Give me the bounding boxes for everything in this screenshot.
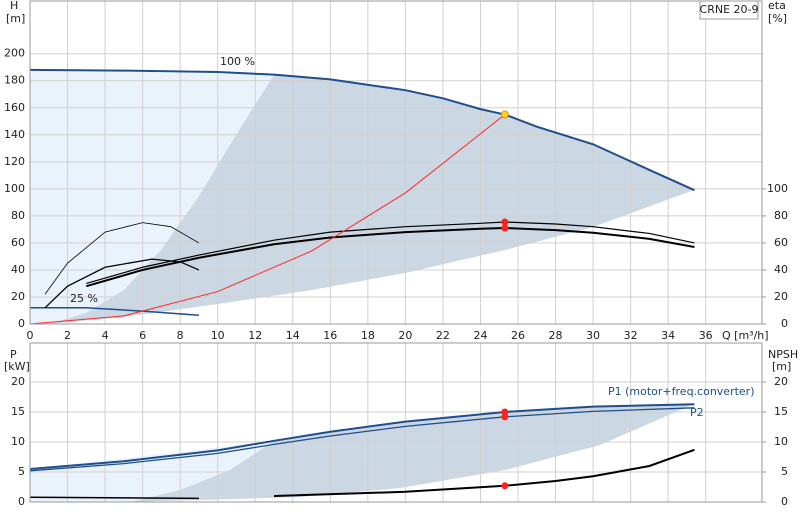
y2-axis-label: eta [768,0,786,12]
y-tick-label: 20 [11,375,25,388]
x-tick-label: 28 [549,329,563,342]
x-tick-label: 8 [177,329,184,342]
x-tick-label: 20 [398,329,412,342]
y-axis-label: P [10,348,17,361]
duty-point [501,408,509,416]
duty-point [501,224,509,232]
x-tick-label: 18 [361,329,375,342]
y-tick-label: 10 [11,435,25,448]
y-tick-label: 0 [18,495,25,508]
y2-tick-label: 15 [774,405,788,418]
duty-point [501,482,509,490]
y2-tick-label: 60 [774,236,788,249]
y-tick-label: 15 [11,405,25,418]
y2-tick-label: 10 [774,435,788,448]
duty-point [501,218,509,226]
x-tick-label: 6 [139,329,146,342]
y-axis-label: H [10,0,18,12]
y-tick-label: 5 [18,465,25,478]
y2-axis-unit: [m] [772,360,791,373]
y2-tick-label: 20 [774,375,788,388]
curve [273,448,695,497]
curve [29,68,695,192]
y2-tick-label: 5 [781,465,788,478]
x-tick-label: 24 [473,329,487,342]
y-axis-unit: [m] [6,12,25,25]
x-tick-label: 34 [661,329,675,342]
annotation: 25 % [70,292,98,305]
x-tick-label: 32 [624,329,638,342]
y2-axis-label: NPSH [768,348,798,361]
y2-tick-label: 40 [774,263,788,276]
y-tick-label: 0 [18,317,25,330]
y-tick-label: 140 [4,128,25,141]
curve [29,114,506,325]
marks-layer [29,68,695,500]
curve-label: P2 [690,406,704,419]
y-tick-label: 200 [4,47,25,60]
y-tick-label: 100 [4,182,25,195]
x-tick-label: 0 [27,329,34,342]
x-tick-label: 10 [211,329,225,342]
chart-title: CRNE 20-9 [700,3,759,16]
x-tick-label: 26 [511,329,525,342]
x-tick-label: 4 [102,329,109,342]
x-tick-label: 36 [699,329,713,342]
curve [44,258,200,309]
x-tick-label: 2 [64,329,71,342]
duty-point [500,110,509,119]
curve [86,221,695,285]
y-tick-label: 180 [4,74,25,87]
y2-tick-label: 80 [774,209,788,222]
duty-point [501,413,509,421]
y-tick-label: 20 [11,290,25,303]
curve [29,496,199,500]
y2-tick-label: 0 [781,317,788,330]
y2-tick-label: 100 [767,182,788,195]
curve [44,222,200,295]
plot-frame [29,0,763,325]
y-tick-label: 120 [4,155,25,168]
x-axis-label: Q [m³/h] [722,329,769,342]
x-tick-label: 22 [436,329,450,342]
x-tick-label: 14 [286,329,300,342]
curve [86,227,695,288]
y-tick-label: 40 [11,263,25,276]
y-tick-label: 160 [4,101,25,114]
curve [29,407,695,472]
range-shade-light [30,70,274,324]
y-tick-label: 60 [11,236,25,249]
x-tick-label: 30 [586,329,600,342]
x-tick-label: 12 [248,329,262,342]
curve-label: P1 (motor+freq.converter) [608,385,755,398]
range-shade [130,404,694,502]
title-box [699,0,759,20]
y-axis-unit: [kW] [4,360,30,373]
range-shade [49,75,694,324]
plot-frame [29,342,763,503]
y2-tick-label: 20 [774,290,788,303]
y-tick-label: 80 [11,209,25,222]
y2-tick-label: 0 [781,495,788,508]
annotation: 100 % [220,55,255,68]
curve [30,307,199,316]
y2-axis-unit: [%] [768,12,787,25]
curve [29,403,695,470]
x-tick-label: 16 [323,329,337,342]
